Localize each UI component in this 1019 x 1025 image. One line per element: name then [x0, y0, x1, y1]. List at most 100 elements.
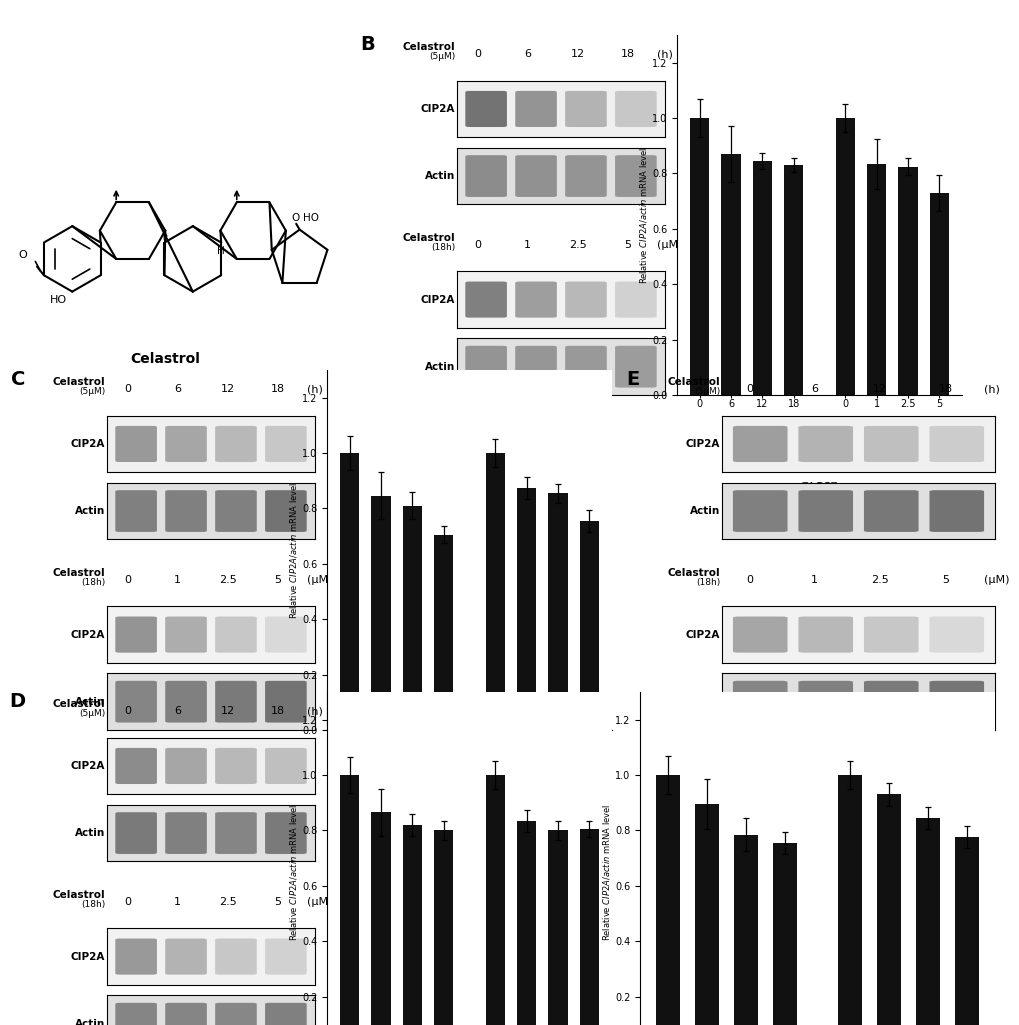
- FancyBboxPatch shape: [465, 282, 506, 318]
- Text: 18: 18: [270, 706, 284, 716]
- FancyBboxPatch shape: [265, 681, 307, 723]
- FancyBboxPatch shape: [115, 681, 157, 723]
- Bar: [954, 837, 978, 1025]
- Text: HO: HO: [50, 295, 67, 305]
- Text: (5μM): (5μM): [429, 52, 454, 62]
- Text: CIP2A: CIP2A: [71, 761, 105, 771]
- Text: 0: 0: [745, 575, 752, 585]
- Text: O: O: [291, 213, 300, 222]
- Text: Celastrol: Celastrol: [53, 699, 105, 709]
- FancyBboxPatch shape: [863, 490, 918, 532]
- Text: Celastrol: Celastrol: [403, 233, 454, 243]
- FancyBboxPatch shape: [215, 812, 257, 854]
- FancyBboxPatch shape: [165, 748, 207, 784]
- FancyBboxPatch shape: [115, 616, 157, 653]
- Bar: [403, 505, 422, 730]
- FancyBboxPatch shape: [265, 748, 307, 784]
- Bar: [875, 794, 900, 1025]
- Text: 5: 5: [274, 575, 281, 585]
- Bar: [835, 118, 854, 395]
- Text: CIP2A: CIP2A: [421, 104, 454, 114]
- Text: CIP2A: CIP2A: [421, 294, 454, 304]
- Bar: [339, 775, 359, 1025]
- FancyBboxPatch shape: [614, 155, 656, 197]
- FancyBboxPatch shape: [733, 681, 787, 723]
- Bar: [485, 453, 504, 730]
- Text: HO: HO: [303, 213, 319, 222]
- Text: Actin: Actin: [425, 362, 454, 372]
- Y-axis label: Relative $\it{CIP2A/actin}$ mRNA level: Relative $\it{CIP2A/actin}$ mRNA level: [287, 482, 299, 618]
- FancyBboxPatch shape: [165, 1002, 207, 1025]
- Text: 6: 6: [810, 384, 817, 395]
- Y-axis label: Relative $\it{CIP2A/actin}$ mRNA level: Relative $\it{CIP2A/actin}$ mRNA level: [638, 147, 648, 284]
- FancyBboxPatch shape: [565, 155, 606, 197]
- Bar: [433, 535, 452, 730]
- Bar: [898, 166, 917, 395]
- FancyBboxPatch shape: [465, 345, 506, 387]
- FancyBboxPatch shape: [265, 616, 307, 653]
- Bar: [837, 775, 861, 1025]
- Text: CIP2A: CIP2A: [71, 439, 105, 449]
- FancyBboxPatch shape: [515, 345, 556, 387]
- FancyBboxPatch shape: [515, 282, 556, 318]
- Bar: [689, 118, 708, 395]
- FancyBboxPatch shape: [798, 426, 852, 462]
- Y-axis label: Relative $\it{CIP2A/actin}$ mRNA level: Relative $\it{CIP2A/actin}$ mRNA level: [287, 804, 299, 941]
- Y-axis label: Relative $\it{CIP2A/actin}$ mRNA level: Relative $\it{CIP2A/actin}$ mRNA level: [600, 804, 611, 941]
- Text: 0: 0: [124, 897, 131, 907]
- FancyBboxPatch shape: [265, 490, 307, 532]
- Bar: [371, 813, 390, 1025]
- Text: Celastrol: Celastrol: [53, 568, 105, 578]
- Text: Actin: Actin: [75, 697, 105, 706]
- Text: (18h): (18h): [695, 578, 719, 587]
- Text: 5μM,h: 5μM,h: [731, 442, 761, 452]
- Text: 2.5: 2.5: [870, 575, 889, 585]
- Text: (18h): (18h): [82, 900, 105, 909]
- Bar: [371, 496, 390, 730]
- Text: (μM): (μM): [656, 240, 682, 250]
- Text: 5: 5: [274, 897, 281, 907]
- FancyBboxPatch shape: [265, 426, 307, 462]
- Bar: [517, 821, 536, 1025]
- Text: 18: 18: [270, 384, 284, 395]
- Text: B: B: [360, 35, 375, 54]
- FancyBboxPatch shape: [115, 748, 157, 784]
- FancyBboxPatch shape: [215, 748, 257, 784]
- Text: 5: 5: [942, 575, 949, 585]
- Text: 1: 1: [524, 240, 531, 250]
- Text: Actin: Actin: [75, 506, 105, 516]
- FancyBboxPatch shape: [863, 426, 918, 462]
- Text: CIP2A: CIP2A: [686, 439, 719, 449]
- FancyBboxPatch shape: [798, 490, 852, 532]
- FancyBboxPatch shape: [565, 282, 606, 318]
- Text: Celastrol: Celastrol: [130, 352, 200, 366]
- FancyBboxPatch shape: [165, 490, 207, 532]
- Text: 6: 6: [174, 384, 181, 395]
- Text: Actin: Actin: [690, 697, 719, 706]
- Text: D: D: [9, 692, 25, 711]
- Bar: [517, 488, 536, 730]
- Text: 1: 1: [174, 897, 181, 907]
- Text: 18h,μM: 18h,μM: [873, 442, 910, 452]
- Text: 6: 6: [174, 706, 181, 716]
- Bar: [734, 834, 758, 1025]
- FancyBboxPatch shape: [215, 939, 257, 975]
- Text: 12: 12: [220, 384, 234, 395]
- Bar: [915, 818, 938, 1025]
- Bar: [752, 161, 771, 395]
- Text: 1: 1: [810, 575, 817, 585]
- Text: 0: 0: [474, 49, 481, 59]
- Bar: [579, 829, 598, 1025]
- Text: (5μM): (5μM): [79, 387, 105, 397]
- FancyBboxPatch shape: [215, 490, 257, 532]
- Text: 18h,μM: 18h,μM: [524, 777, 560, 786]
- Text: （BCG-823）: （BCG-823）: [438, 816, 500, 826]
- FancyBboxPatch shape: [165, 939, 207, 975]
- Text: Celastrol: Celastrol: [403, 42, 454, 52]
- Text: 2.5: 2.5: [569, 240, 586, 250]
- FancyBboxPatch shape: [733, 426, 787, 462]
- FancyBboxPatch shape: [565, 345, 606, 387]
- FancyBboxPatch shape: [863, 681, 918, 723]
- Text: (18h): (18h): [82, 578, 105, 587]
- Text: (h): (h): [983, 384, 999, 395]
